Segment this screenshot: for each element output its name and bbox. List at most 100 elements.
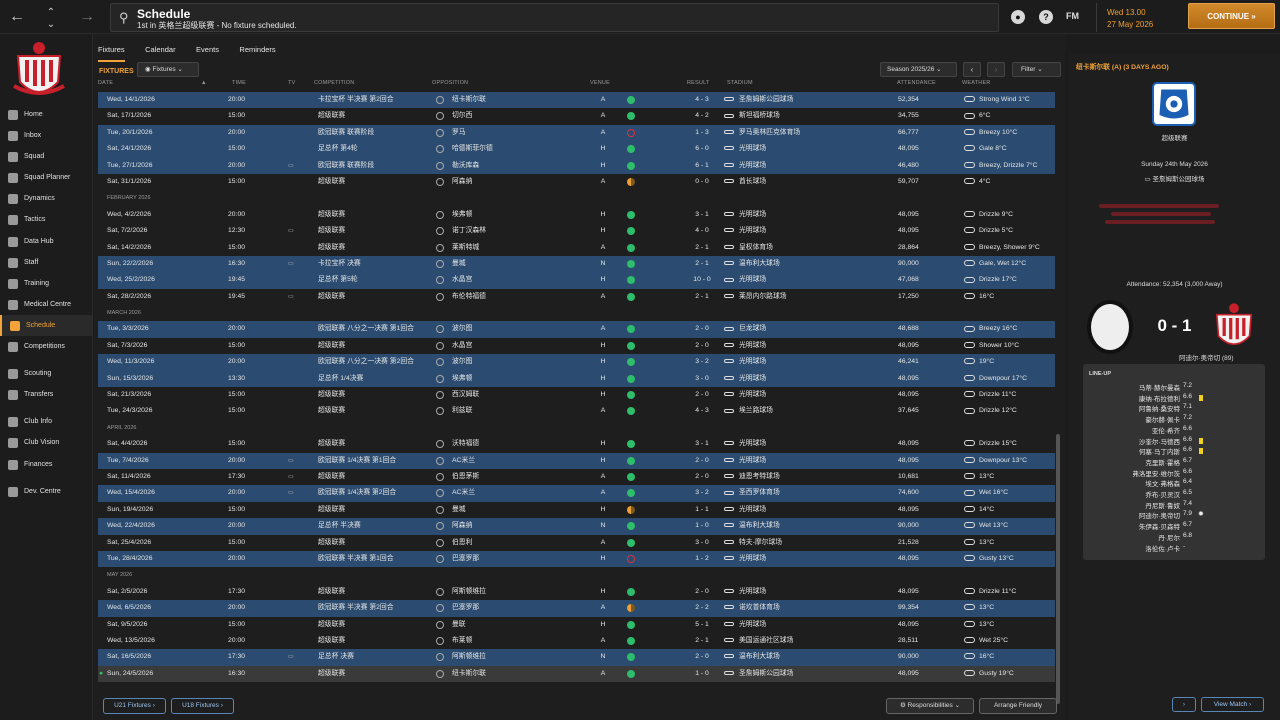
table-row[interactable]: Sun, 19/4/2026 15:00 超级联赛 曼城 H 1 - 1 光明球场 48,09… [98, 502, 1055, 518]
competition-cell[interactable]: 超级联赛 [318, 502, 436, 518]
down-chevron-icon[interactable]: ⌄ [46, 19, 56, 30]
search-title-box[interactable]: ⚲ Schedule 1st in 英格兰超级联赛 - No fixture s… [110, 3, 999, 32]
prev-season-button[interactable]: ‹ [963, 62, 981, 77]
table-row[interactable]: ● Sun, 24/5/2026 16:30 超级联赛 纽卡斯尔联 A 1 - 0 圣詹姆斯公… [98, 665, 1055, 683]
scrollbar[interactable] [1056, 434, 1060, 704]
opposition-cell[interactable]: 布莱顿 [452, 633, 592, 649]
table-row[interactable]: Sat, 28/2/2026 19:45 ▭ 超级联赛 布伦特福德 A 2 - 1 莱昂内尔路… [98, 289, 1055, 305]
lineup-player[interactable]: 洛伦佐·卢卡 - [1083, 543, 1265, 554]
opposition-cell[interactable]: AC米兰 [452, 485, 592, 501]
lineup-player[interactable]: 马蒂·赫尔曼森 7.2 [1083, 382, 1265, 393]
col-venue[interactable]: VENUE [590, 80, 610, 86]
sidebar-item-scouting[interactable]: Scouting [0, 363, 93, 384]
opposition-cell[interactable]: 波尔图 [452, 354, 592, 370]
table-row[interactable]: Wed, 15/4/2026 20:00 ▭ 欧冠联赛 1/4决赛 第2回合 AC米兰 A… [98, 485, 1055, 502]
sidebar-item-medical-centre[interactable]: Medical Centre [0, 294, 93, 315]
col-time[interactable]: TIME [232, 80, 246, 86]
table-row[interactable]: Wed, 6/5/2026 20:00 欧冠联赛 半决赛 第2回合 巴塞罗那 A 2 - … [98, 600, 1055, 617]
lineup-player[interactable]: 丹·尼尔 6.8 [1083, 532, 1265, 543]
lineup-player[interactable]: 克里斯·霍格 6.7 [1083, 457, 1265, 468]
opposition-cell[interactable]: 诺丁汉森林 [452, 223, 592, 239]
sidebar-item-schedule[interactable]: Schedule [0, 314, 93, 337]
opposition-cell[interactable]: 勒沃库森 [452, 158, 592, 174]
gamepad-icon[interactable]: ● [1011, 10, 1025, 24]
sidebar-item-staff[interactable]: Staff [0, 252, 93, 273]
next-match-button[interactable]: › [1172, 697, 1196, 712]
competition-cell[interactable]: 欧冠联赛 联赛阶段 [318, 158, 436, 174]
opposition-cell[interactable]: 切尔西 [452, 108, 592, 124]
competition-cell[interactable]: 卡拉宝杯 半决赛 第2回合 [318, 92, 436, 108]
help-icon[interactable]: ? [1039, 10, 1053, 24]
table-row[interactable]: Sat, 14/2/2026 15:00 超级联赛 莱斯特城 A 2 - 1 皇权体育场 28… [98, 240, 1055, 256]
tab-calendar[interactable]: Calendar [145, 45, 176, 54]
view-dropdown[interactable]: ◉ Fixtures ⌄ [137, 62, 199, 77]
lineup-player[interactable]: 豪尔赫·佩卡 7.2 [1083, 414, 1265, 425]
table-row[interactable]: Wed, 25/2/2026 19:45 足总杯 第5轮 水晶宫 H 10 - 0 光明球场… [98, 272, 1055, 289]
competition-cell[interactable]: 欧冠联赛 1/4决赛 第2回合 [318, 485, 436, 501]
table-row[interactable]: Sat, 9/5/2026 15:00 超级联赛 曼联 H 5 - 1 光明球场 48,095… [98, 617, 1055, 633]
lineup-player[interactable]: 康纳·布拉德利 6.6 [1083, 393, 1265, 404]
opposition-cell[interactable]: 伯恩利 [452, 535, 592, 551]
opposition-cell[interactable]: 波尔图 [452, 321, 592, 337]
filter-dropdown[interactable]: Filter ⌄ [1012, 62, 1061, 77]
competition-cell[interactable]: 足总杯 1/4决赛 [318, 371, 436, 387]
continue-button[interactable]: CONTINUE » [1188, 3, 1275, 29]
competition-cell[interactable]: 超级联赛 [318, 174, 436, 190]
sidebar-item-club-info[interactable]: Club Info [0, 411, 93, 432]
sidebar-item-transfers[interactable]: Transfers [0, 384, 93, 405]
sidebar-item-dynamics[interactable]: Dynamics [0, 188, 93, 209]
sidebar-item-training[interactable]: Training [0, 273, 93, 294]
table-row[interactable]: Sat, 4/4/2026 15:00 超级联赛 沃特福德 H 3 - 1 光明球场 48,0… [98, 436, 1055, 452]
forward-arrow-icon[interactable]: → [79, 8, 95, 25]
sidebar-item-squad-planner[interactable]: Squad Planner [0, 167, 93, 188]
competition-cell[interactable]: 超级联赛 [318, 387, 436, 403]
table-row[interactable]: Wed, 11/3/2026 20:00 欧冠联赛 八分之一决赛 第2回合 波尔图 H 3… [98, 354, 1055, 371]
tab-reminders[interactable]: Reminders [239, 45, 276, 54]
opposition-cell[interactable]: 阿斯顿维拉 [452, 649, 592, 665]
competition-cell[interactable]: 超级联赛 [318, 666, 436, 682]
responsibilities-button[interactable]: ⚙ Responsibilities ⌄ [886, 698, 974, 714]
table-row[interactable]: Sat, 17/1/2026 15:00 超级联赛 切尔西 A 4 - 2 斯坦福桥球场 34… [98, 108, 1055, 124]
lineup-player[interactable]: 阿迪尔·奥帝切 7.9 ✹ [1083, 510, 1265, 521]
u18-fixtures-button[interactable]: U18 Fixtures › [171, 698, 234, 714]
opposition-cell[interactable]: 巴塞罗那 [452, 551, 592, 567]
table-row[interactable]: Sun, 22/2/2026 16:30 ▭ 卡拉宝杯 决赛 曼城 N 2 - 1 温布利大球… [98, 255, 1055, 273]
competition-cell[interactable]: 足总杯 半决赛 [318, 518, 436, 534]
opposition-cell[interactable]: 纽卡斯尔联 [452, 92, 592, 108]
opposition-cell[interactable]: 埃弗顿 [452, 207, 592, 223]
competition-cell[interactable]: 足总杯 第4轮 [318, 141, 436, 157]
competition-cell[interactable]: 超级联赛 [318, 108, 436, 124]
col-attendance[interactable]: ATTENDANCE [897, 80, 936, 86]
season-select[interactable]: Season 2025/26 ⌄ [880, 62, 957, 77]
sidebar-item-tactics[interactable]: Tactics [0, 209, 93, 230]
sidebar-item-inbox[interactable]: Inbox [0, 125, 93, 146]
competition-cell[interactable]: 欧冠联赛 半决赛 第2回合 [318, 600, 436, 616]
competition-cell[interactable]: 欧冠联赛 八分之一决赛 第2回合 [318, 354, 436, 370]
competition-cell[interactable]: 超级联赛 [318, 633, 436, 649]
sort-arrow-icon[interactable]: ▲ [201, 80, 207, 86]
club-crest-logo[interactable] [8, 38, 70, 104]
fm-logo[interactable]: FM [1066, 11, 1079, 21]
opposition-cell[interactable]: 曼城 [452, 502, 592, 518]
sidebar-item-squad[interactable]: Squad [0, 146, 93, 167]
table-row[interactable]: Sat, 25/4/2026 15:00 超级联赛 伯恩利 A 3 - 0 特夫-摩尔球场 2… [98, 535, 1055, 551]
tab-events[interactable]: Events [196, 45, 219, 54]
table-row[interactable]: Sat, 31/1/2026 15:00 超级联赛 阿森纳 A 0 - 0 酋长球场 59,7… [98, 174, 1055, 190]
back-arrow-icon[interactable]: ← [9, 8, 25, 25]
opposition-cell[interactable]: 莱斯特城 [452, 240, 592, 256]
competition-cell[interactable]: 欧冠联赛 联赛阶段 [318, 125, 436, 141]
table-row[interactable]: Sat, 21/3/2026 15:00 超级联赛 西汉姆联 H 2 - 0 光明球场 48,… [98, 387, 1055, 403]
lineup-player[interactable]: 乔布·贝灵汉 6.5 [1083, 489, 1265, 500]
date-display[interactable]: Wed 13.00 27 May 2026 [1096, 3, 1182, 32]
opposition-cell[interactable]: 水晶宫 [452, 272, 592, 288]
table-row[interactable]: Tue, 3/3/2026 20:00 欧冠联赛 八分之一决赛 第1回合 波尔图 A 2 … [98, 321, 1055, 338]
competition-cell[interactable]: 卡拉宝杯 决赛 [318, 256, 436, 272]
col-stadium[interactable]: STADIUM [727, 80, 753, 86]
table-row[interactable]: Tue, 28/4/2026 20:00 欧冠联赛 半决赛 第1回合 巴塞罗那 H 1 -… [98, 550, 1055, 568]
competition-cell[interactable]: 超级联赛 [318, 338, 436, 354]
tab-fixtures[interactable]: Fixtures [98, 45, 125, 62]
competition-cell[interactable]: 足总杯 决赛 [318, 649, 436, 665]
lineup-player[interactable]: 弗洛里安·维尔茨 6.6 [1083, 468, 1265, 479]
col-weather[interactable]: WEATHER [962, 80, 991, 86]
sidebar-item-competitions[interactable]: Competitions [0, 336, 93, 357]
